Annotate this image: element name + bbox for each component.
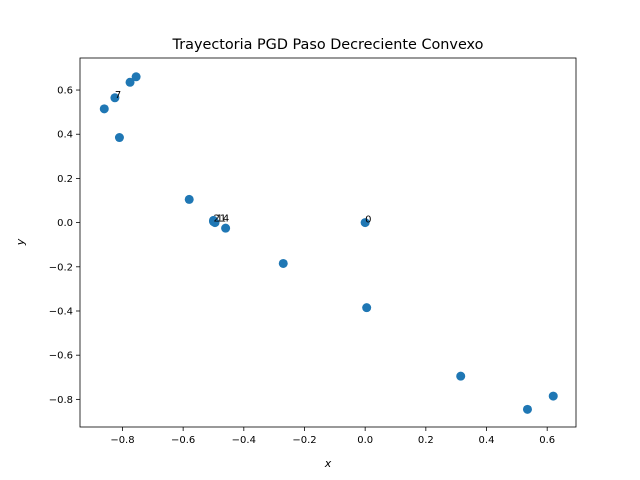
x-axis: −0.8 −0.6 −0.4 −0.2 0.0 0.2 0.4 0.6 xyxy=(110,427,555,446)
data-point xyxy=(456,371,466,381)
data-point xyxy=(221,223,231,233)
y-axis: −0.8 −0.6 −0.4 −0.2 0.0 0.2 0.4 0.6 xyxy=(49,86,80,406)
y-tick-label: 0.2 xyxy=(57,174,73,185)
y-tick-label: −0.8 xyxy=(49,395,73,406)
point-annotation: 14 xyxy=(217,214,230,225)
x-tick-label: −0.2 xyxy=(292,435,316,446)
data-point xyxy=(522,404,532,414)
point-annotation: 7 xyxy=(115,90,121,101)
data-point xyxy=(131,72,141,82)
x-tick-label: −0.4 xyxy=(232,435,256,446)
data-point xyxy=(114,133,124,143)
data-point xyxy=(360,218,370,228)
point-annotation: 21 xyxy=(213,214,226,225)
y-tick-label: −0.4 xyxy=(49,306,73,317)
x-tick-label: −0.8 xyxy=(110,435,134,446)
x-axis-label: x xyxy=(324,457,332,470)
data-point xyxy=(208,217,218,227)
x-tick-label: 0.0 xyxy=(357,435,373,446)
y-tick-label: −0.6 xyxy=(49,351,73,362)
data-point xyxy=(184,194,194,204)
data-point xyxy=(110,93,120,103)
y-axis-label: y xyxy=(14,238,27,246)
x-tick-label: 0.6 xyxy=(539,435,555,446)
x-tick-label: 0.2 xyxy=(418,435,434,446)
y-tick-label: 0.0 xyxy=(57,218,73,229)
data-points xyxy=(99,72,558,414)
y-tick-label: 0.6 xyxy=(57,86,73,97)
point-annotation: 0 xyxy=(365,215,371,226)
x-tick-label: 0.4 xyxy=(479,435,495,446)
data-point xyxy=(125,77,135,87)
data-point xyxy=(99,104,109,114)
y-tick-label: −0.2 xyxy=(49,262,73,273)
y-tick-label: 0.4 xyxy=(57,130,73,141)
data-point xyxy=(362,303,372,313)
data-point xyxy=(278,258,288,268)
chart-title: Trayectoria PGD Paso Decreciente Convexo xyxy=(172,37,484,53)
plot-area-frame xyxy=(79,57,577,428)
data-point xyxy=(548,391,558,401)
x-tick-label: −0.6 xyxy=(171,435,195,446)
